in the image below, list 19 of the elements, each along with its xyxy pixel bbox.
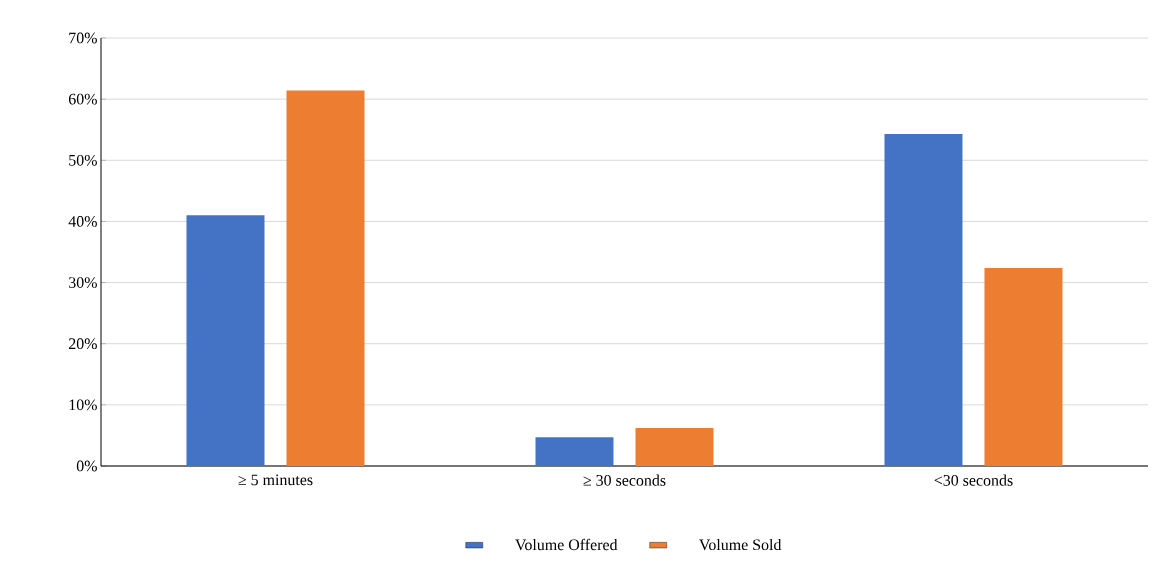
legend-label: Volume Offered [515, 538, 618, 551]
bar [884, 134, 963, 466]
y-tick-label: 70% [69, 32, 97, 44]
x-tick-label: <30 seconds [934, 474, 1013, 486]
bar [635, 428, 714, 466]
y-tick-label: 30% [69, 277, 97, 288]
y-tick-label: 50% [69, 154, 97, 166]
legend-label: Volume Sold [699, 538, 782, 551]
bar [186, 215, 265, 466]
y-tick-label: 60% [68, 93, 97, 105]
bar [984, 267, 1063, 466]
y-tick-label: 10% [69, 399, 97, 411]
y-tick-label: 40% [68, 216, 97, 227]
bar [286, 90, 365, 466]
y-tick-label: 20% [68, 338, 97, 350]
x-tick-label: ≥ 30 seconds [583, 474, 666, 486]
y-tick-label: 0% [76, 460, 97, 472]
x-tick-label: ≥ 5 minutes [238, 474, 313, 486]
bar [535, 437, 614, 466]
